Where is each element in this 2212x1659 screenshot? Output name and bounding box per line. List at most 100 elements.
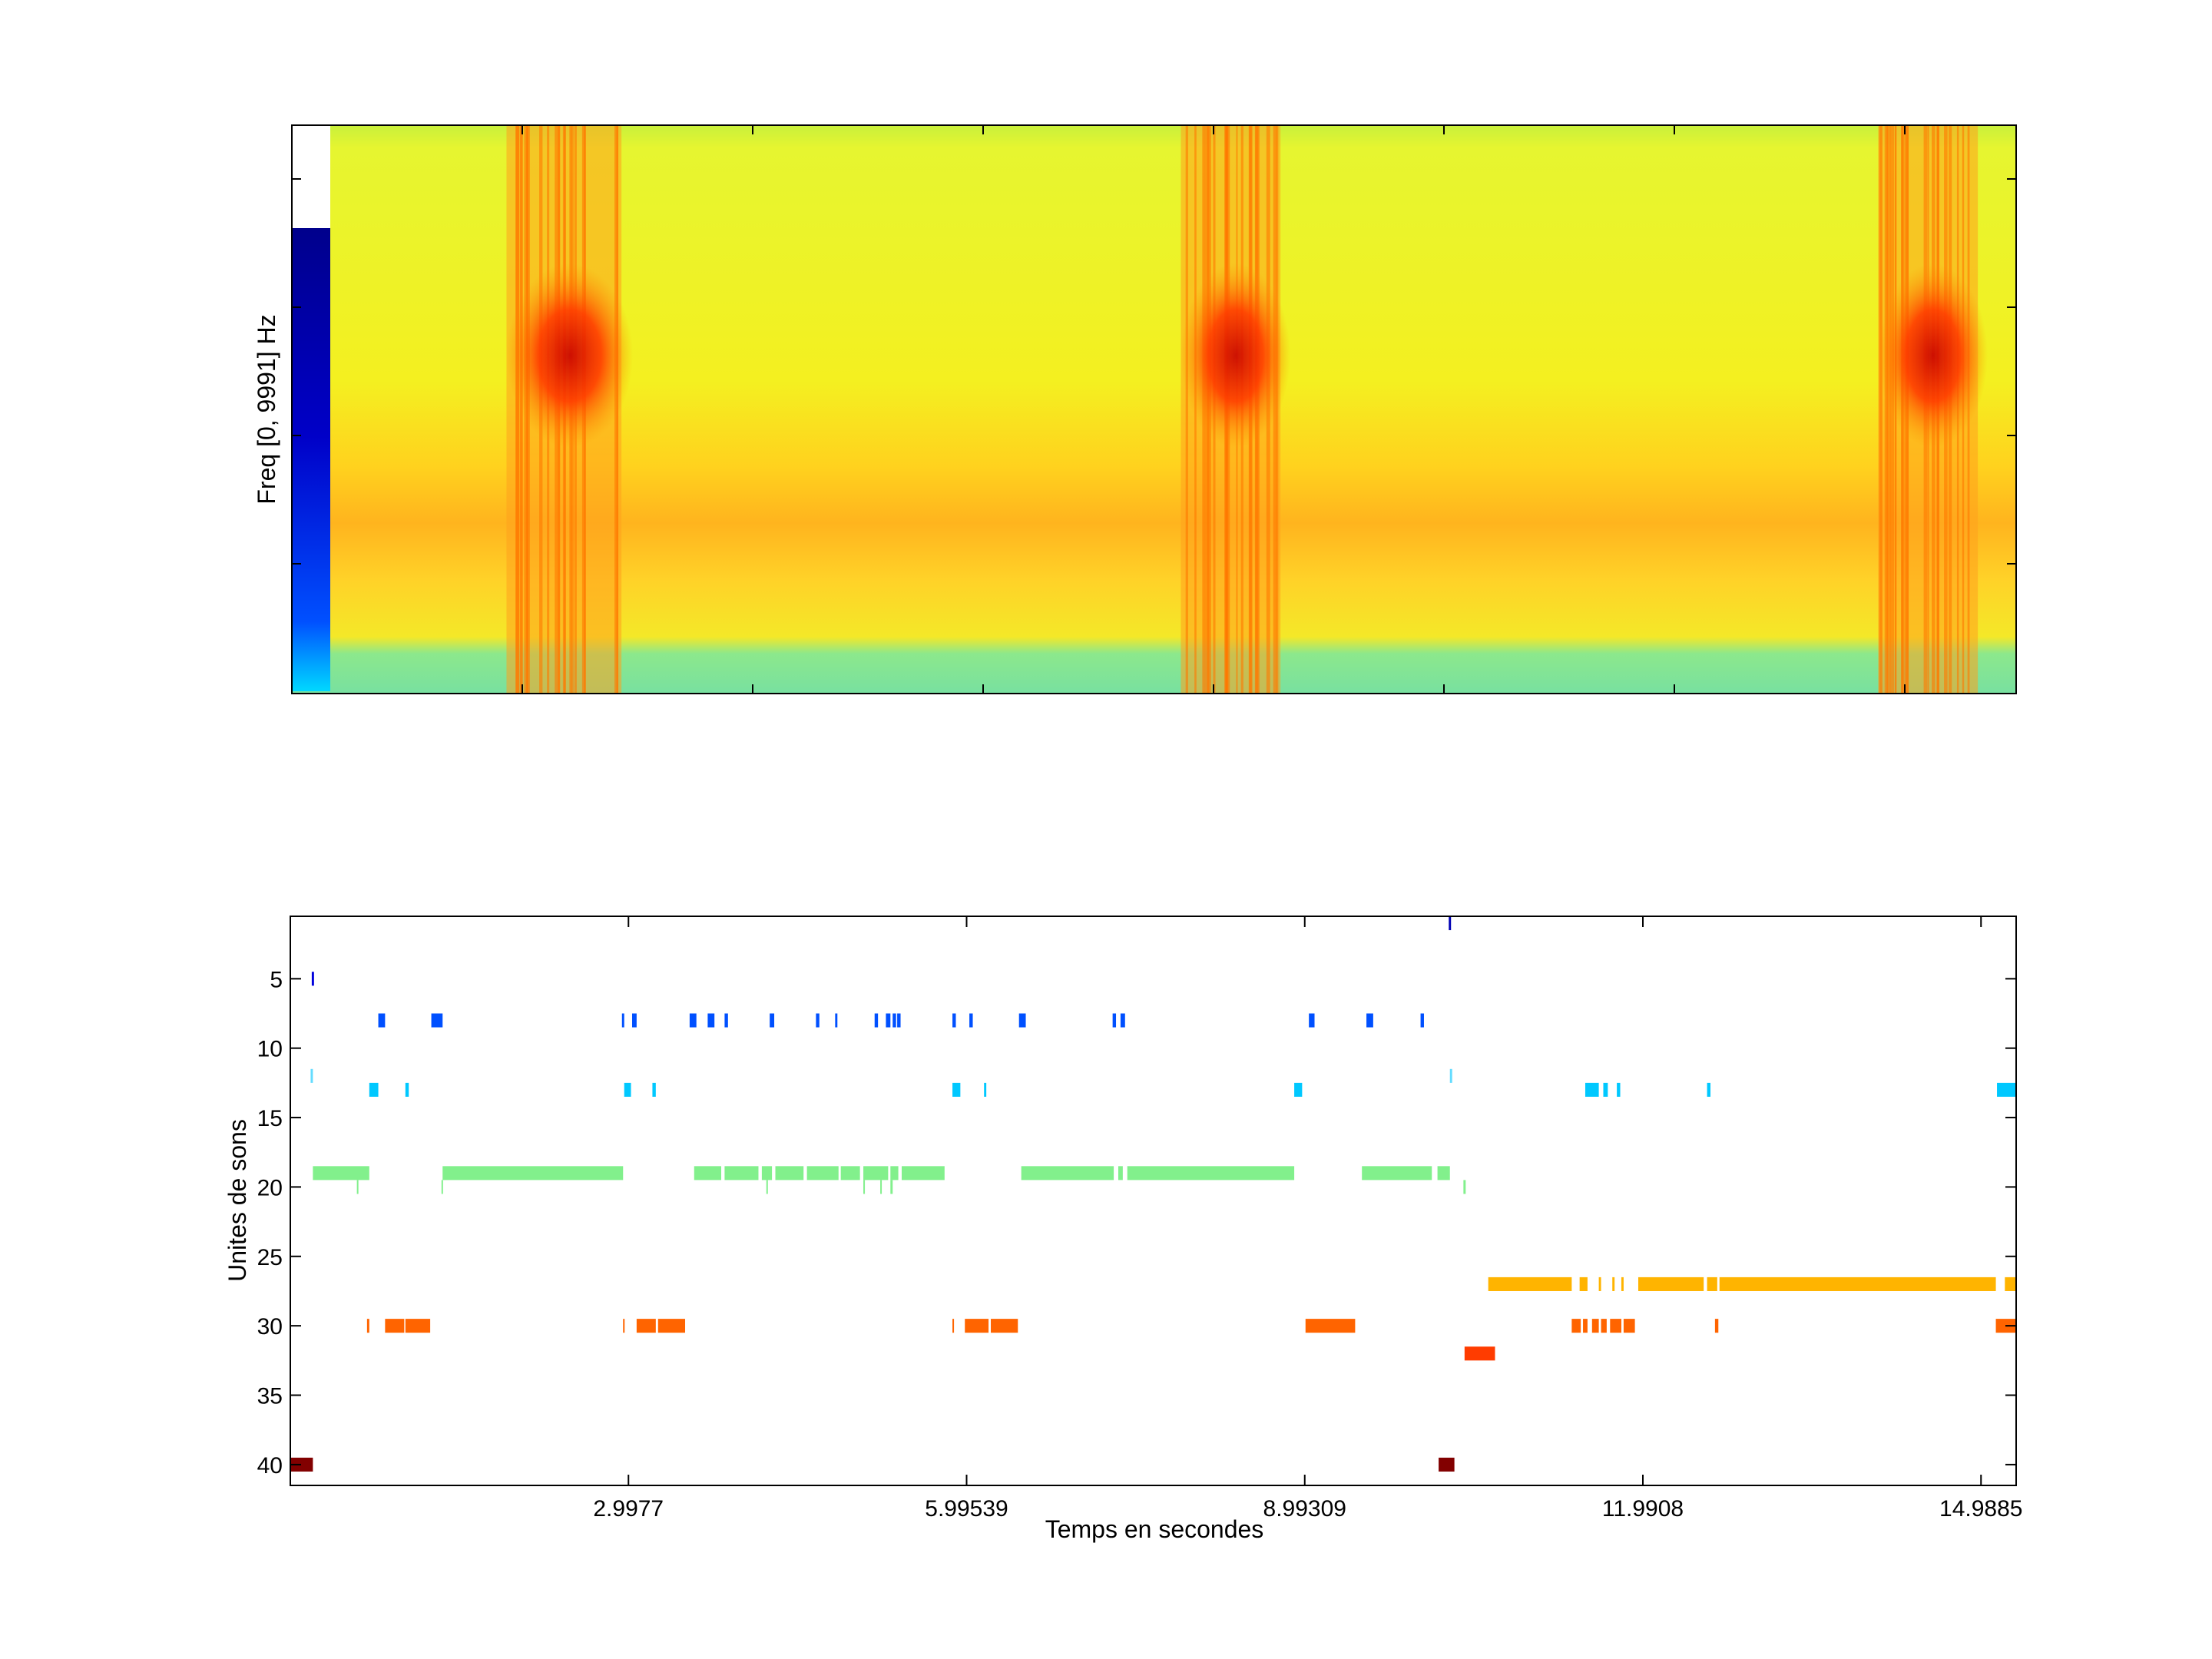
- unit-13-segment: [1617, 1082, 1621, 1097]
- unit-8-segment: [1366, 1013, 1373, 1028]
- unit-19-segment: [806, 1166, 839, 1181]
- unit-13-segment: [1584, 1082, 1599, 1097]
- spectrogram-colorbar-white: [292, 125, 330, 228]
- unit-13-segment: [624, 1082, 631, 1097]
- unit-20-segment: [766, 1180, 768, 1194]
- unit-8-segment: [770, 1013, 775, 1028]
- units-y-tick-label: 10: [257, 1037, 283, 1062]
- unit-30-segment: [1591, 1319, 1599, 1333]
- unit-30-segment: [952, 1319, 955, 1333]
- call-burst-streak: [1886, 125, 1889, 694]
- unit-30-segment: [385, 1319, 405, 1333]
- units-x-tick-label: 8.99309: [1263, 1496, 1346, 1522]
- units-x-axis-label: Temps en secondes: [1045, 1515, 1264, 1543]
- unit-8-segment: [952, 1013, 956, 1028]
- call-burst-streak: [515, 125, 520, 694]
- unit-8-segment: [886, 1013, 891, 1028]
- unit-5-segment: [311, 972, 314, 986]
- unit-13-segment: [1603, 1082, 1608, 1097]
- unit-19-segment: [901, 1166, 945, 1181]
- unit-19-segment: [1437, 1166, 1450, 1181]
- unit-32-segment: [1464, 1346, 1495, 1361]
- unit-19-segment: [1127, 1166, 1295, 1181]
- unit-8-segment: [707, 1013, 715, 1028]
- call-burst-hotspot: [1878, 263, 1988, 448]
- unit-8-segment: [1420, 1013, 1424, 1028]
- unit-30-segment: [1610, 1319, 1621, 1333]
- unit-8-segment: [1018, 1013, 1026, 1028]
- unit-19-segment: [724, 1166, 759, 1181]
- spectrogram-call-bursts: [506, 125, 1988, 694]
- call-burst-streak: [1884, 125, 1887, 694]
- units-y-tick-label: 15: [257, 1106, 283, 1131]
- unit-13-segment: [1997, 1082, 2016, 1097]
- units-y-tick-label: 5: [270, 967, 283, 992]
- unit-8-segment: [631, 1013, 637, 1028]
- units-ticks: 5 10 15 20 25 30 35 40 2.9977 5.99539 8.99309 11.99…: [257, 916, 2022, 1522]
- unit-27-segment: [1621, 1277, 1624, 1291]
- unit-40-segment: [1439, 1457, 1455, 1472]
- unit-20-segment: [880, 1180, 882, 1194]
- unit-30-segment: [965, 1319, 989, 1333]
- unit-30-segment: [1305, 1319, 1356, 1333]
- call-burst-streak: [1880, 125, 1883, 694]
- unit-8-segment: [897, 1013, 901, 1028]
- unit-12-segment: [1449, 1068, 1452, 1083]
- unit-19-segment: [863, 1166, 889, 1181]
- unit-8-segment: [816, 1013, 820, 1028]
- sound-units-panel: 5 10 15 20 25 30 35 40 2.9977 5.99539 8.99309 11.99…: [224, 916, 2022, 1543]
- unit-8-segment: [378, 1013, 386, 1028]
- call-burst-hotspot: [1181, 263, 1291, 448]
- units-y-tick-label: 25: [257, 1245, 283, 1270]
- unit-19-segment: [313, 1166, 369, 1181]
- unit-19-segment: [775, 1166, 804, 1181]
- unit-13-segment: [984, 1082, 987, 1097]
- unit-30-segment: [1623, 1319, 1635, 1333]
- unit-27-segment: [1719, 1277, 1996, 1291]
- units-y-tick-label: 20: [257, 1175, 283, 1200]
- unit-8-segment: [835, 1013, 838, 1028]
- unit-8-segment: [1309, 1013, 1315, 1028]
- unit-13-segment: [405, 1082, 409, 1097]
- units-axes-background: [290, 916, 2016, 1485]
- units-y-tick-label: 30: [257, 1314, 283, 1339]
- units-x-tick-label: 2.9977: [593, 1496, 664, 1522]
- unit-8-segment: [689, 1013, 697, 1028]
- call-burst-streak: [1879, 125, 1882, 694]
- unit-27-segment: [1638, 1277, 1704, 1291]
- unit-30-segment: [623, 1319, 625, 1333]
- unit-30-segment: [991, 1319, 1018, 1333]
- unit-8-segment: [431, 1013, 443, 1028]
- spectrogram-panel: Freq [0, 9991] Hz: [253, 124, 2017, 694]
- unit-40-segment: [290, 1457, 313, 1472]
- unit-30-segment: [366, 1319, 369, 1333]
- unit-8-segment: [1112, 1013, 1117, 1028]
- unit-27-segment: [1598, 1277, 1601, 1291]
- unit-12-segment: [310, 1068, 313, 1083]
- unit-30-segment: [636, 1319, 656, 1333]
- units-x-tick-label: 14.9885: [1939, 1496, 2022, 1522]
- call-burst-hotspot: [506, 263, 634, 448]
- unit-30-segment: [1583, 1319, 1588, 1333]
- units-y-tick-label: 35: [257, 1384, 283, 1409]
- unit-13-segment: [369, 1082, 379, 1097]
- units-y-tick-label: 40: [257, 1453, 283, 1479]
- units-x-tick-label: 5.99539: [925, 1496, 1008, 1522]
- unit-19-segment: [1021, 1166, 1114, 1181]
- unit-8-segment: [969, 1013, 973, 1028]
- unit-8-segment: [892, 1013, 896, 1028]
- unit-27-segment: [1579, 1277, 1588, 1291]
- unit-20-segment: [890, 1180, 893, 1194]
- unit-20-segment: [863, 1180, 866, 1194]
- unit-13-segment: [1707, 1082, 1711, 1097]
- units-axes-box: [290, 916, 2017, 1486]
- unit-19-segment: [840, 1166, 860, 1181]
- unit-27-segment: [1707, 1277, 1717, 1291]
- unit-30-segment: [1714, 1319, 1719, 1333]
- unit-27-segment: [2005, 1277, 2016, 1291]
- unit-19-segment: [1118, 1166, 1123, 1181]
- unit-1-segment: [1449, 916, 1452, 931]
- units-x-tick-label: 11.9908: [1602, 1496, 1684, 1522]
- unit-20-segment: [1463, 1180, 1466, 1194]
- unit-13-segment: [652, 1082, 656, 1097]
